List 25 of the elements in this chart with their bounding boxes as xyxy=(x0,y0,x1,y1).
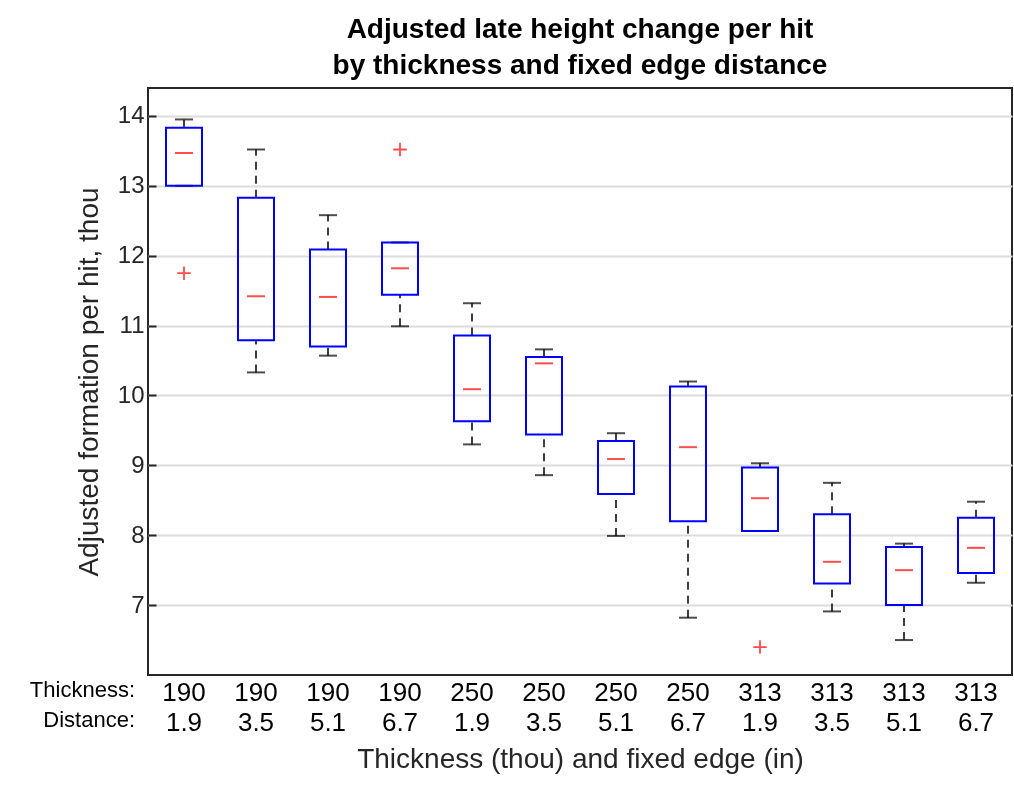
y-tick-label: 14 xyxy=(117,101,145,129)
y-tick-label: 12 xyxy=(117,241,145,269)
x-tick-label: 190 5.1 xyxy=(306,676,350,737)
y-tick-label: 11 xyxy=(119,311,145,339)
y-tick-label: 7 xyxy=(131,590,145,618)
x-axis-title: Thickness (thou) and fixed edge (in) xyxy=(357,742,804,774)
text: Distance: xyxy=(43,707,135,733)
x-tick-label: 190 1.9 xyxy=(162,676,206,737)
x-tick-label: 250 5.1 xyxy=(594,676,638,737)
x-tick-label: 313 6.7 xyxy=(954,676,998,737)
y-tick-label: 9 xyxy=(131,450,145,478)
x-tick-label: 250 1.9 xyxy=(450,676,494,737)
x-tick-label: 250 3.5 xyxy=(522,676,566,737)
x-tick-label: 190 3.5 xyxy=(234,676,278,737)
y-tick-label: 8 xyxy=(131,520,145,548)
x-tick-label: 250 6.7 xyxy=(666,676,710,737)
text: Thickness: xyxy=(29,677,135,703)
x-tick-label: 190 6.7 xyxy=(378,676,422,737)
x-tick-label: 313 3.5 xyxy=(810,676,854,737)
chart-title: Adjusted late height change per hit by thickness and fixed edge distance xyxy=(332,13,828,80)
y-tick-label: 13 xyxy=(117,171,145,199)
x-tick-label: 313 5.1 xyxy=(882,676,926,737)
x-tick-label: 313 1.9 xyxy=(738,676,782,737)
y-axis-title: Adjusted formation per hit, thou xyxy=(72,187,104,577)
y-tick-label: 10 xyxy=(117,380,145,408)
